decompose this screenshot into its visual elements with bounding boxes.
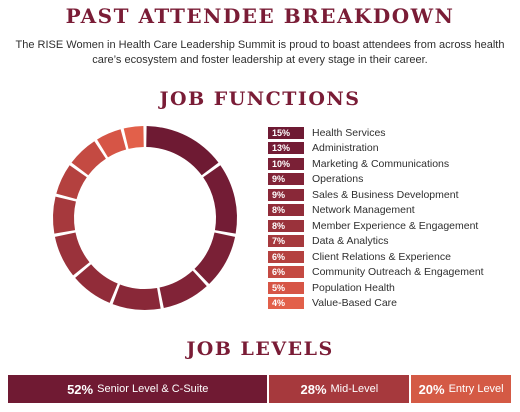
legend-label: Marketing & Communications (312, 157, 450, 170)
job-functions-heading: JOB FUNCTIONS (159, 88, 361, 110)
legend-label: Data & Analytics (312, 235, 389, 248)
job-levels-heading: JOB LEVELS (186, 338, 334, 360)
donut-slice-5 (112, 284, 161, 310)
legend-percent-badge: 5% (268, 281, 304, 294)
legend-label: Health Services (312, 126, 386, 139)
job-functions-donut-chart (52, 126, 238, 310)
legend-label: Community Outreach & Engagement (312, 266, 484, 279)
legend-percent-badge: 10% (268, 157, 304, 170)
job-level-segment: 20% Entry Level (411, 375, 511, 403)
legend-percent-badge: 15% (268, 126, 304, 139)
legend-item: 5% Population Health (268, 280, 518, 296)
legend-label: Member Experience & Engagement (312, 219, 479, 232)
legend-percent-badge: 6% (268, 266, 304, 279)
job-level-segment: 52% Senior Level & C-Suite (8, 375, 268, 403)
legend-label: Client Relations & Experience (312, 250, 451, 263)
legend-label: Administration (312, 142, 379, 155)
legend-item: 13% Administration (268, 141, 518, 157)
job-functions-legend: 15% Health Services 13% Administration 10% Ma… (268, 125, 518, 311)
donut-slice-12 (123, 126, 144, 149)
job-levels-bar: 52% Senior Level & C-Suite 28% Mid-Level 20%… (8, 375, 511, 403)
donut-slice-4 (159, 270, 207, 309)
job-level-segment: 28% Mid-Level (269, 375, 410, 403)
legend-label: Population Health (312, 281, 395, 294)
legend-item: 8% Network Management (268, 203, 518, 219)
legend-item: 9% Operations (268, 172, 518, 188)
donut-slice-11 (97, 129, 127, 158)
legend-item: 8% Member Experience & Engagement (268, 218, 518, 234)
donut-slice-3 (194, 232, 236, 284)
legend-percent-badge: 8% (268, 204, 304, 217)
legend-item: 10% Marketing & Communications (268, 156, 518, 172)
job-level-label: Senior Level & C-Suite (97, 383, 209, 395)
legend-label: Sales & Business Development (312, 188, 459, 201)
job-level-percent: 20% (418, 381, 445, 397)
legend-percent-badge: 9% (268, 173, 304, 186)
legend-percent-badge: 6% (268, 250, 304, 263)
donut-slice-1 (146, 126, 219, 176)
legend-label: Network Management (312, 204, 415, 217)
legend-percent-badge: 7% (268, 235, 304, 248)
job-level-percent: 52% (67, 381, 94, 397)
legend-percent-badge: 13% (268, 142, 304, 155)
donut-slice-10 (71, 141, 106, 176)
donut-slice-9 (56, 165, 87, 200)
job-level-label: Mid-Level (330, 383, 379, 395)
legend-percent-badge: 8% (268, 219, 304, 232)
donut-slice-2 (203, 165, 238, 234)
donut-slice-6 (75, 264, 118, 303)
legend-item: 7% Data & Analytics (268, 234, 518, 250)
page-title: PAST ATTENDEE BREAKDOWN (65, 4, 455, 28)
donut-slice-7 (54, 232, 90, 276)
legend-item: 9% Sales & Business Development (268, 187, 518, 203)
legend-item: 4% Value-Based Care (268, 296, 518, 312)
legend-item: 6% Community Outreach & Engagement (268, 265, 518, 281)
job-level-label: Entry Level (448, 383, 504, 395)
legend-item: 6% Client Relations & Experience (268, 249, 518, 265)
legend-percent-badge: 4% (268, 297, 304, 310)
donut-slice-8 (52, 196, 76, 234)
intro-text: The RISE Women in Health Care Leadership… (15, 39, 505, 66)
legend-label: Operations (312, 173, 364, 186)
legend-percent-badge: 9% (268, 188, 304, 201)
job-level-percent: 28% (300, 381, 327, 397)
legend-item: 15% Health Services (268, 125, 518, 141)
legend-label: Value-Based Care (312, 297, 398, 310)
